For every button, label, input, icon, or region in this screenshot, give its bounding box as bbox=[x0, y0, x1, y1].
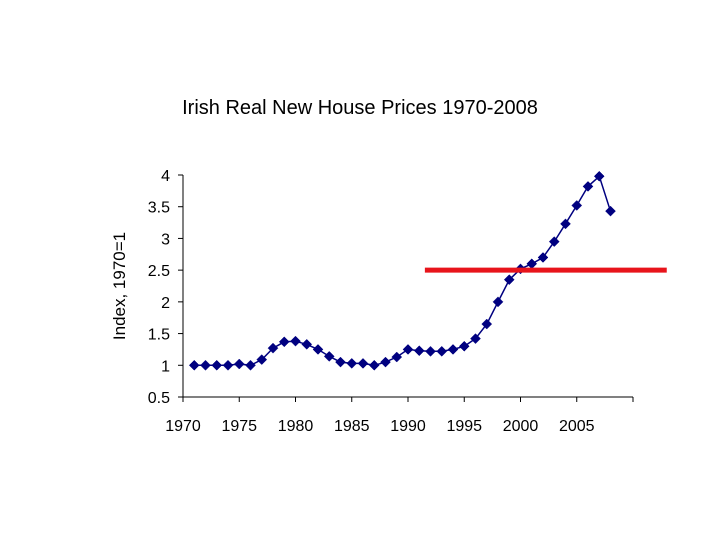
data-point-1993 bbox=[436, 345, 448, 357]
data-point-1980 bbox=[290, 335, 301, 347]
data-point-2008 bbox=[605, 205, 616, 217]
data-point-1997 bbox=[481, 318, 493, 330]
data-point-1992 bbox=[425, 345, 436, 357]
x-tick-label: 1990 bbox=[390, 418, 426, 435]
x-tick-label: 1970 bbox=[165, 418, 201, 435]
data-point-2006 bbox=[582, 181, 594, 192]
data-point-1977 bbox=[256, 354, 268, 365]
x-tick-label: 1995 bbox=[446, 418, 482, 435]
data-point-2003 bbox=[548, 236, 560, 247]
data-point-1998 bbox=[492, 296, 504, 308]
data-point-2005 bbox=[571, 200, 583, 211]
y-axis-title: Index, 1970=1 bbox=[110, 232, 129, 340]
y-tick-label: 4 bbox=[161, 168, 170, 185]
data-point-1979 bbox=[278, 336, 290, 348]
data-point-1981 bbox=[301, 339, 313, 350]
x-tick-label: 1980 bbox=[278, 418, 314, 435]
data-point-1984 bbox=[335, 356, 346, 368]
data-point-1991 bbox=[413, 345, 425, 357]
data-point-1995 bbox=[458, 340, 470, 352]
y-tick-label: 0.5 bbox=[148, 390, 170, 407]
x-tick-label: 2005 bbox=[559, 418, 595, 435]
data-point-1978 bbox=[267, 342, 279, 354]
chart-title: Irish Real New House Prices 1970-2008 bbox=[182, 97, 538, 119]
data-point-1999 bbox=[503, 274, 515, 286]
data-point-1994 bbox=[447, 344, 459, 355]
data-point-1990 bbox=[402, 344, 414, 355]
data-point-1972 bbox=[200, 359, 211, 371]
data-point-2002 bbox=[537, 252, 549, 263]
y-tick-label: 3.5 bbox=[148, 200, 170, 217]
data-point-1973 bbox=[211, 359, 223, 371]
data-point-2007 bbox=[593, 170, 605, 182]
x-tick-label: 1985 bbox=[334, 418, 370, 435]
data-point-1975 bbox=[233, 358, 245, 370]
data-point-1985 bbox=[346, 358, 358, 369]
y-tick-label: 2 bbox=[161, 295, 170, 312]
data-point-2001 bbox=[526, 258, 538, 270]
data-point-1974 bbox=[222, 359, 234, 371]
x-tick-label: 2000 bbox=[503, 418, 539, 435]
data-point-1986 bbox=[357, 358, 369, 369]
y-tick-label: 3 bbox=[161, 231, 170, 248]
data-point-1976 bbox=[245, 359, 256, 371]
data-point-1983 bbox=[323, 351, 335, 362]
data-point-1987 bbox=[368, 359, 380, 371]
data-point-1996 bbox=[470, 333, 481, 344]
y-tick-label: 1.5 bbox=[148, 327, 170, 344]
data-point-1971 bbox=[188, 359, 200, 371]
data-point-1982 bbox=[312, 344, 324, 355]
data-point-1989 bbox=[391, 351, 403, 363]
y-tick-label: 2.5 bbox=[148, 263, 170, 280]
x-tick-label: 1975 bbox=[221, 418, 257, 435]
data-point-2004 bbox=[560, 218, 571, 230]
y-tick-label: 1 bbox=[161, 358, 170, 375]
data-point-1988 bbox=[380, 356, 391, 368]
